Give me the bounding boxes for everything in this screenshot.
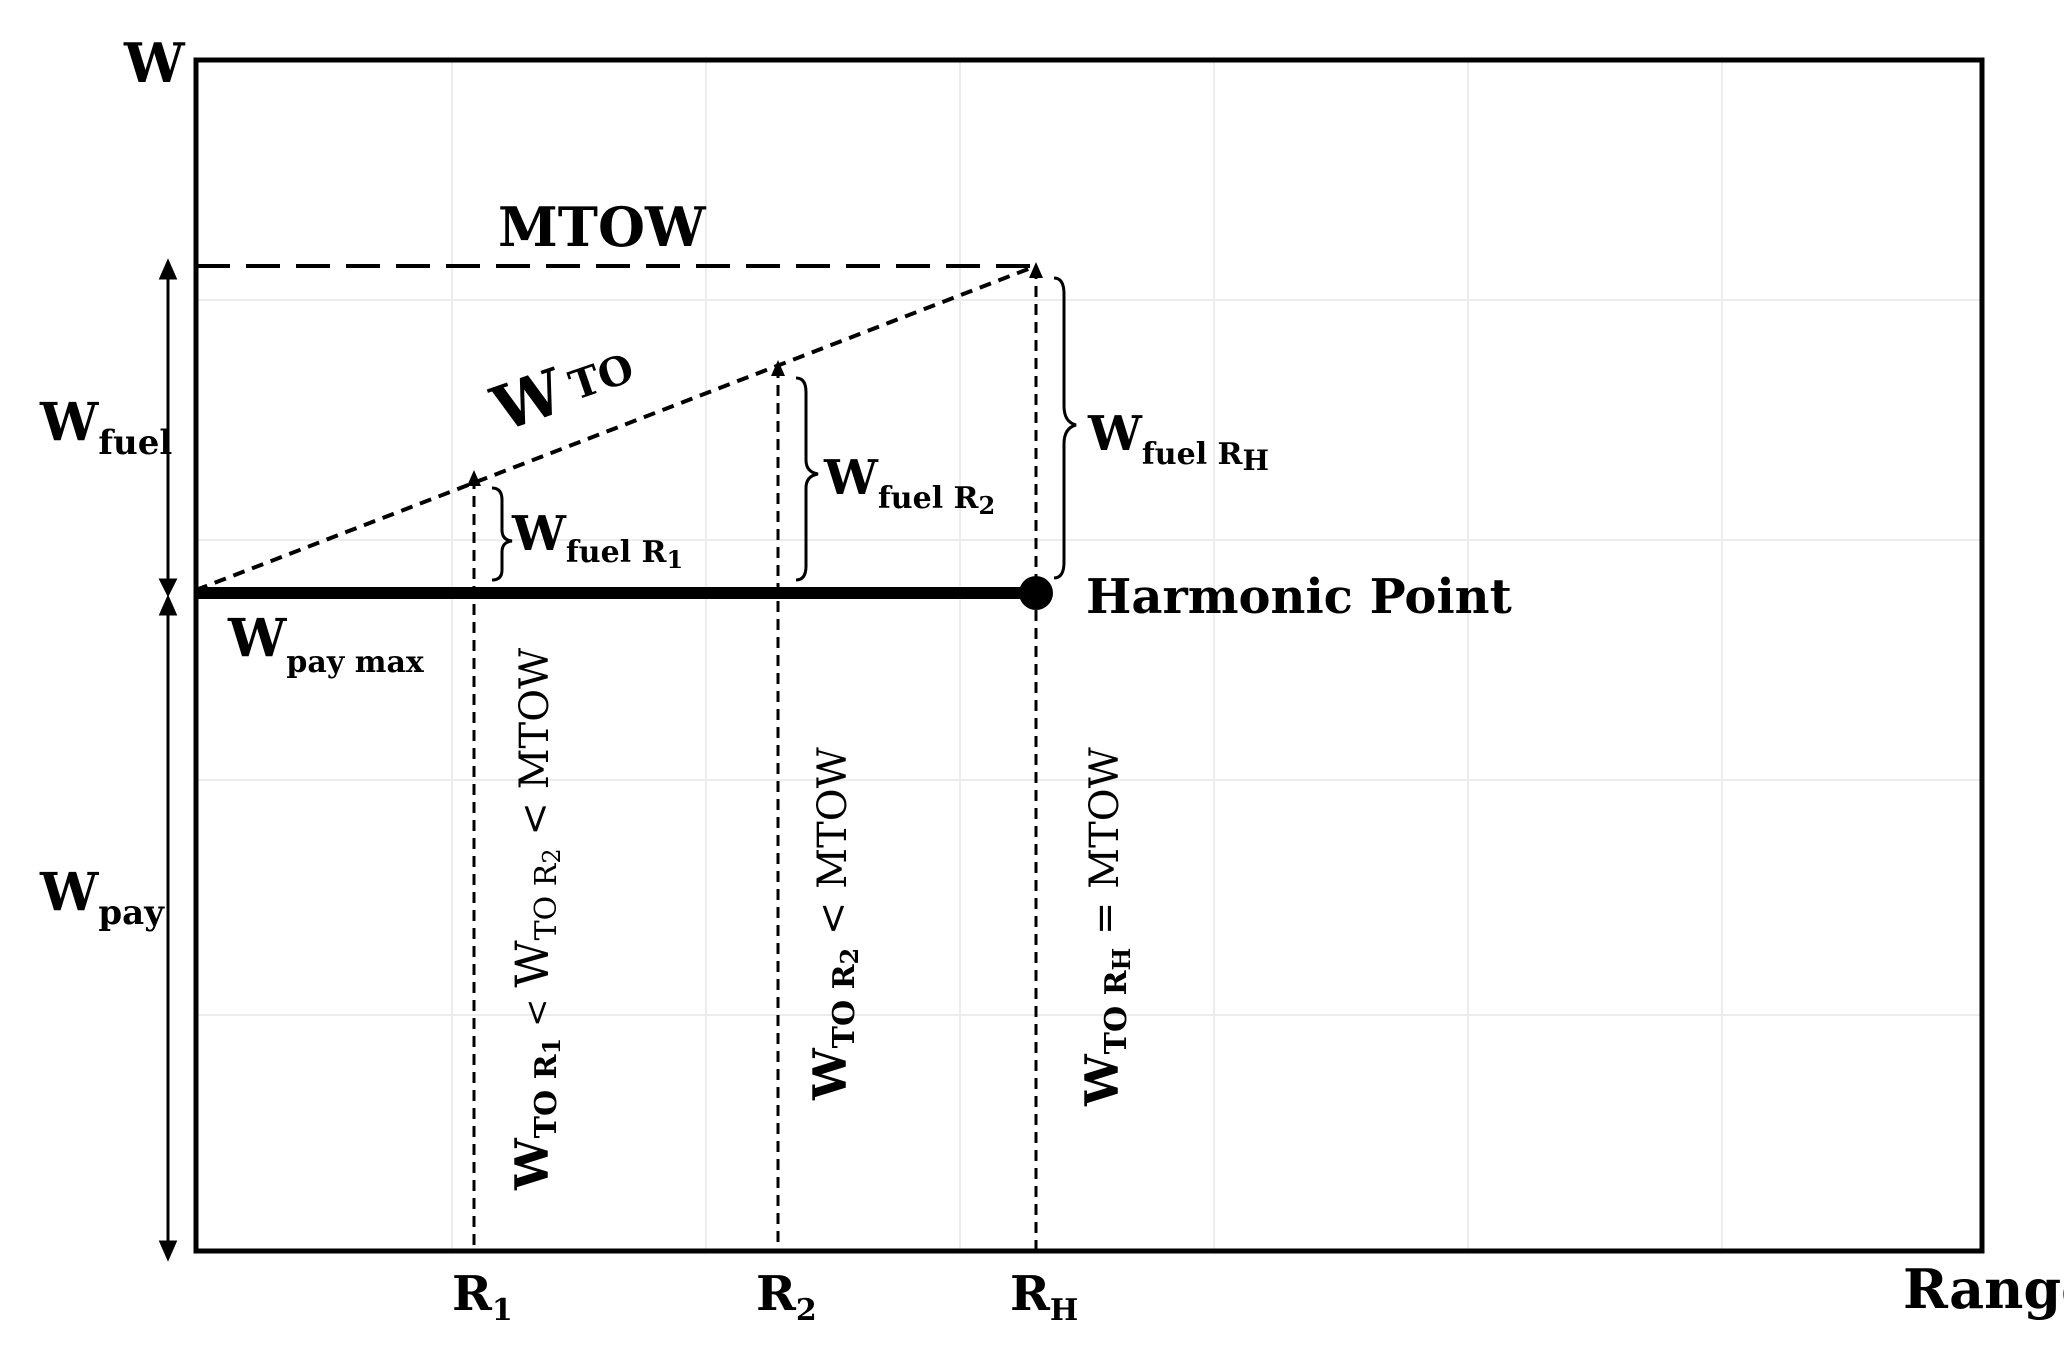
wto-label: WTO (482, 330, 643, 446)
plot-frame (193, 57, 1985, 1254)
brace-rh (1053, 276, 1077, 580)
wfuel-side-label: Wfuel (39, 392, 172, 463)
rh-relation-label: WTO RH = MTOW (1075, 747, 1136, 1107)
mtow-label: MTOW (498, 195, 707, 259)
r2-relation-label: WTO R2 < MTOW (803, 747, 864, 1101)
fuel-braces (491, 276, 1077, 582)
wfuel-rh-label: Wfuel RH (1087, 406, 1269, 477)
tick-r1: R1 (452, 1266, 513, 1328)
brace-r2 (795, 376, 819, 582)
y-axis-label: W (123, 31, 186, 95)
wto-line (195, 264, 1037, 592)
wfuel-r2-label: Wfuel R2 (823, 450, 995, 520)
background-grid (196, 60, 1982, 1251)
harmonic-point-label: Harmonic Point (1086, 569, 1512, 625)
r1-relation-label: WTO R1 < WTO R2 < MTOW (505, 648, 566, 1191)
wpaymax-label: Wpay max (227, 608, 425, 680)
x-axis-label: Range (1903, 1257, 2064, 1321)
wfuel-r1-label: Wfuel R1 (511, 506, 683, 574)
left-double-arrows (158, 258, 178, 1262)
tick-rh: RH (1010, 1266, 1078, 1328)
svg-text:WTO: WTO (482, 330, 643, 446)
tick-r2: R2 (756, 1266, 817, 1328)
brace-r1 (491, 486, 513, 582)
wpay-side-label: Wpay (39, 862, 165, 933)
range-line-arrowheads (467, 262, 1043, 486)
